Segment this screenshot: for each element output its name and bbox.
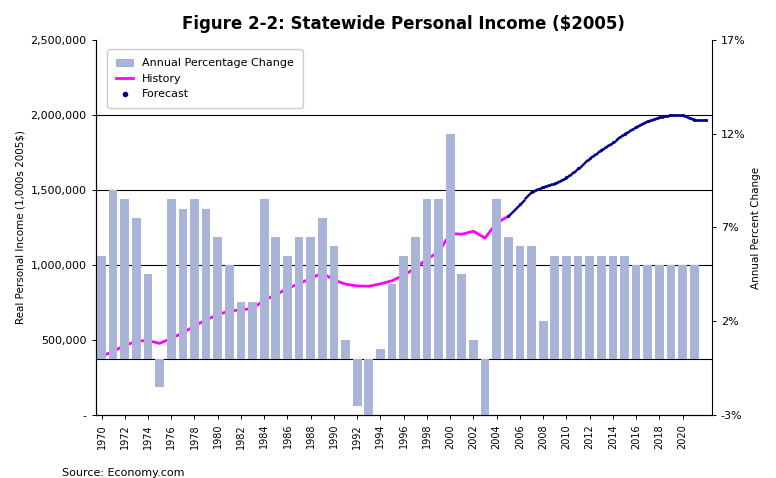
Bar <box>295 237 303 358</box>
Bar <box>678 265 687 358</box>
Bar <box>400 256 408 358</box>
Bar <box>643 265 652 358</box>
Bar <box>457 274 466 358</box>
Bar <box>527 246 536 358</box>
Bar <box>376 349 385 358</box>
Bar <box>237 303 245 358</box>
Bar <box>550 256 559 358</box>
Legend: Annual Percentage Change, History, Forecast: Annual Percentage Change, History, Forec… <box>107 49 303 109</box>
Bar <box>283 256 292 358</box>
Bar <box>690 265 698 358</box>
Bar <box>632 265 640 358</box>
Title: Figure 2-2: Statewide Personal Income ($2005): Figure 2-2: Statewide Personal Income ($… <box>182 15 625 33</box>
Bar <box>423 199 431 358</box>
Bar <box>109 190 117 358</box>
Bar <box>260 199 268 358</box>
Text: Source: Economy.com: Source: Economy.com <box>62 467 185 478</box>
Bar <box>365 358 373 415</box>
Bar <box>307 237 315 358</box>
Bar <box>155 358 164 387</box>
Bar <box>144 274 152 358</box>
Bar <box>178 209 187 358</box>
Bar <box>562 256 571 358</box>
Bar <box>97 256 106 358</box>
Bar <box>608 256 617 358</box>
Bar <box>597 256 605 358</box>
Y-axis label: Real Personal Income (1,000s 2005$): Real Personal Income (1,000s 2005$) <box>15 130 25 325</box>
Bar <box>620 256 629 358</box>
Bar <box>341 340 350 358</box>
Bar <box>167 199 175 358</box>
Bar <box>655 265 663 358</box>
Bar <box>539 321 548 358</box>
Bar <box>585 256 594 358</box>
Bar <box>120 199 129 358</box>
Bar <box>435 199 443 358</box>
Bar <box>330 246 338 358</box>
Bar <box>388 284 397 358</box>
Bar <box>132 218 140 358</box>
Bar <box>504 237 513 358</box>
Bar <box>213 237 222 358</box>
Bar <box>446 134 455 358</box>
Bar <box>515 246 525 358</box>
Y-axis label: Annual Percent Change: Annual Percent Change <box>751 166 761 289</box>
Bar <box>411 237 420 358</box>
Bar <box>202 209 210 358</box>
Bar <box>225 265 234 358</box>
Bar <box>480 358 490 434</box>
Bar <box>272 237 280 358</box>
Bar <box>573 256 582 358</box>
Bar <box>469 340 478 358</box>
Bar <box>667 265 675 358</box>
Bar <box>492 199 501 358</box>
Bar <box>248 303 257 358</box>
Bar <box>318 218 327 358</box>
Bar <box>353 358 362 405</box>
Bar <box>190 199 199 358</box>
